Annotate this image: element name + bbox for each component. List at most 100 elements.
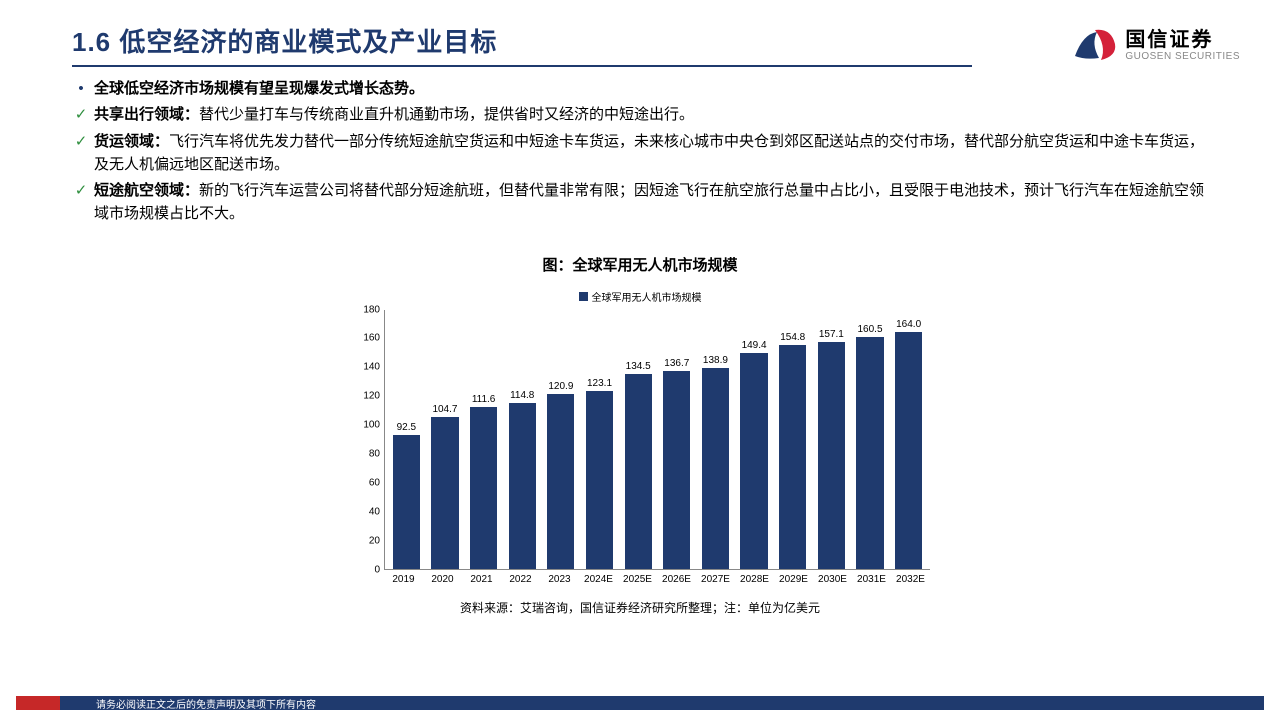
logo-en: GUOSEN SECURITIES: [1125, 51, 1240, 62]
x-tick: 2020: [424, 574, 461, 585]
y-tick: 60: [369, 477, 380, 488]
bar-group: 138.9: [697, 355, 734, 569]
bullet-item: ✓货运领域：飞行汽车将优先发力替代一部分传统短途航空货运和中短途卡车货运，未来核…: [72, 130, 1208, 177]
bullet-bold: 短途航空领域：: [94, 182, 199, 199]
bullet-item: ✓共享出行领域：替代少量打车与传统商业直升机通勤市场，提供省时又经济的中短途出行…: [72, 103, 1208, 126]
bar-value-label: 104.7: [432, 404, 457, 415]
check-icon: ✓: [72, 130, 90, 153]
x-tick: 2023: [541, 574, 578, 585]
bar: [586, 391, 613, 569]
guosen-logo-icon: [1071, 26, 1117, 64]
bar-value-label: 92.5: [397, 422, 416, 433]
bar-group: 123.1: [581, 378, 618, 569]
chart-legend: 全球军用无人机市场规模: [72, 289, 1208, 304]
x-tick: 2028E: [736, 574, 773, 585]
bar-value-label: 111.6: [472, 394, 496, 405]
x-tick: 2022: [502, 574, 539, 585]
bar-group: 114.8: [504, 390, 541, 569]
legend-swatch: [579, 292, 588, 301]
bullet-rest: 替代少量打车与传统商业直升机通勤市场，提供省时又经济的中短途出行。: [199, 106, 694, 123]
y-tick: 80: [369, 448, 380, 459]
bar-group: 164.0: [890, 319, 927, 569]
bar: [547, 394, 574, 569]
x-tick: 2019: [385, 574, 422, 585]
bar-group: 149.4: [736, 340, 773, 569]
bar-value-label: 157.1: [819, 329, 844, 340]
bar: [740, 353, 767, 569]
x-tick: 2030E: [814, 574, 851, 585]
logo-red-shape: [1095, 30, 1115, 60]
x-tick: 2025E: [619, 574, 656, 585]
bar: [663, 371, 690, 568]
chart-source: 资料来源：艾瑞咨询，国信证券经济研究所整理；注：单位为亿美元: [72, 599, 1208, 616]
bar-value-label: 154.8: [780, 332, 805, 343]
bars-container: 92.5 104.7 111.6 114.8 120.9 123.1 134.5 136.7 1…: [384, 310, 930, 570]
logo-blue-shape: [1075, 32, 1099, 59]
bullet-bold: 全球低空经济市场规模有望呈现爆发式增长态势。: [94, 80, 424, 97]
bar-group: 92.5: [388, 422, 425, 569]
bar-group: 104.7: [427, 404, 464, 568]
bullet-rest: 新的飞行汽车运营公司将替代部分短途航班，但替代量非常有限；因短途飞行在航空旅行总…: [94, 182, 1204, 222]
x-tick: 2027E: [697, 574, 734, 585]
x-tick: 2032E: [892, 574, 929, 585]
bar: [431, 417, 458, 568]
bar-group: 134.5: [620, 361, 657, 568]
bar-value-label: 120.9: [548, 381, 573, 392]
bar: [702, 368, 729, 569]
bar-group: 120.9: [542, 381, 579, 569]
bar-value-label: 149.4: [742, 340, 767, 351]
bullet-item: •全球低空经济市场规模有望呈现爆发式增长态势。: [72, 77, 1208, 100]
x-tick: 2029E: [775, 574, 812, 585]
x-axis: 201920202021202220232024E2025E2026E2027E…: [384, 570, 930, 585]
check-icon: ✓: [72, 179, 90, 202]
y-tick: 100: [363, 420, 380, 431]
x-tick: 2021: [463, 574, 500, 585]
bar: [856, 337, 883, 569]
chart-area: 020406080100120140160180 92.5104.7111.61…: [350, 310, 930, 585]
bar-value-label: 123.1: [587, 378, 612, 389]
logo-text: 国信证券 GUOSEN SECURITIES: [1125, 29, 1240, 62]
bar-group: 136.7: [658, 358, 695, 568]
dot-icon: •: [72, 77, 90, 100]
check-icon: ✓: [72, 103, 90, 126]
bar: [625, 374, 652, 568]
footer-bar: 请务必阅读正文之后的免责声明及其项下所有内容: [16, 696, 1264, 710]
bar-value-label: 134.5: [626, 361, 651, 372]
title-rule: [72, 65, 972, 67]
bar-value-label: 138.9: [703, 355, 728, 366]
company-logo: 国信证券 GUOSEN SECURITIES: [1071, 22, 1240, 64]
bar: [470, 407, 497, 568]
bar-group: 160.5: [852, 324, 889, 569]
chart-title: 图：全球军用无人机市场规模: [72, 254, 1208, 275]
bar-group: 154.8: [774, 332, 811, 569]
header: 1.6 低空经济的商业模式及产业目标 国信证券 GUOSEN SECURITIE…: [0, 0, 1280, 67]
content: •全球低空经济市场规模有望呈现爆发式增长态势。✓共享出行领域：替代少量打车与传统…: [0, 67, 1280, 616]
bullet-item: ✓短途航空领域：新的飞行汽车运营公司将替代部分短途航班，但替代量非常有限；因短途…: [72, 179, 1208, 226]
x-tick: 2031E: [853, 574, 890, 585]
x-tick: 2026E: [658, 574, 695, 585]
title-block: 1.6 低空经济的商业模式及产业目标: [72, 22, 1071, 67]
chart-section: 图：全球军用无人机市场规模 全球军用无人机市场规模 02040608010012…: [72, 254, 1208, 616]
bar: [818, 342, 845, 569]
bar: [779, 345, 806, 569]
bar-group: 111.6: [465, 394, 502, 568]
bar: [509, 403, 536, 569]
y-tick: 160: [363, 333, 380, 344]
bar-value-label: 160.5: [857, 324, 882, 335]
y-tick: 40: [369, 506, 380, 517]
bar: [393, 435, 420, 569]
page-title: 1.6 低空经济的商业模式及产业目标: [72, 22, 1071, 59]
x-tick: 2024E: [580, 574, 617, 585]
bullet-list: •全球低空经济市场规模有望呈现爆发式增长态势。✓共享出行领域：替代少量打车与传统…: [72, 77, 1208, 226]
bar-group: 157.1: [813, 329, 850, 569]
y-tick: 0: [374, 564, 380, 575]
bullet-bold: 共享出行领域：: [94, 106, 199, 123]
footer-text: 请务必阅读正文之后的免责声明及其项下所有内容: [96, 696, 316, 711]
y-axis: 020406080100120140160180: [350, 310, 384, 570]
bar-value-label: 136.7: [664, 358, 689, 369]
bar-value-label: 164.0: [896, 319, 921, 330]
y-tick: 140: [363, 362, 380, 373]
footer-notch: [16, 696, 60, 710]
footer: 请务必阅读正文之后的免责声明及其项下所有内容: [0, 696, 1280, 710]
y-tick: 120: [363, 391, 380, 402]
